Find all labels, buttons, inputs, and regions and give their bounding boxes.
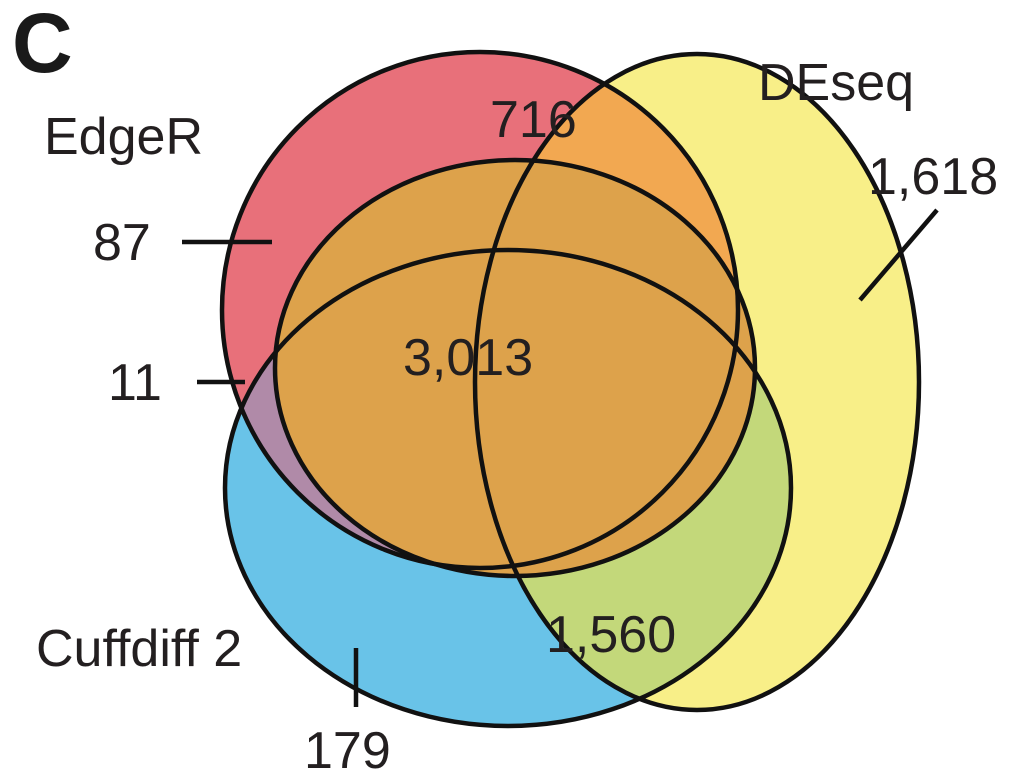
core-overlap-fill xyxy=(275,160,755,576)
panel-letter: C xyxy=(12,0,73,90)
count-edger-only: 87 xyxy=(93,214,151,272)
count-edger-deseq: 716 xyxy=(490,91,577,149)
leader-line-1618 xyxy=(858,208,939,302)
count-all-three: 3,013 xyxy=(403,329,533,387)
edger-set-outline xyxy=(219,49,741,571)
count-deseq-cuffdiff: 1,560 xyxy=(546,606,676,664)
deseq-set-label: DEseq xyxy=(758,54,914,112)
count-cuffdiff-only: 179 xyxy=(304,722,391,780)
deseq-set-outline xyxy=(472,51,922,713)
core-overlap-outline xyxy=(272,157,758,579)
cuffdiff-set-label: Cuffdiff 2 xyxy=(36,620,242,678)
edger-set-label: EdgeR xyxy=(44,108,203,166)
count-deseq-only: 1,618 xyxy=(868,148,998,206)
count-edger-cuffdiff: 11 xyxy=(108,354,162,412)
cuffdiff-set-outline xyxy=(222,247,794,729)
